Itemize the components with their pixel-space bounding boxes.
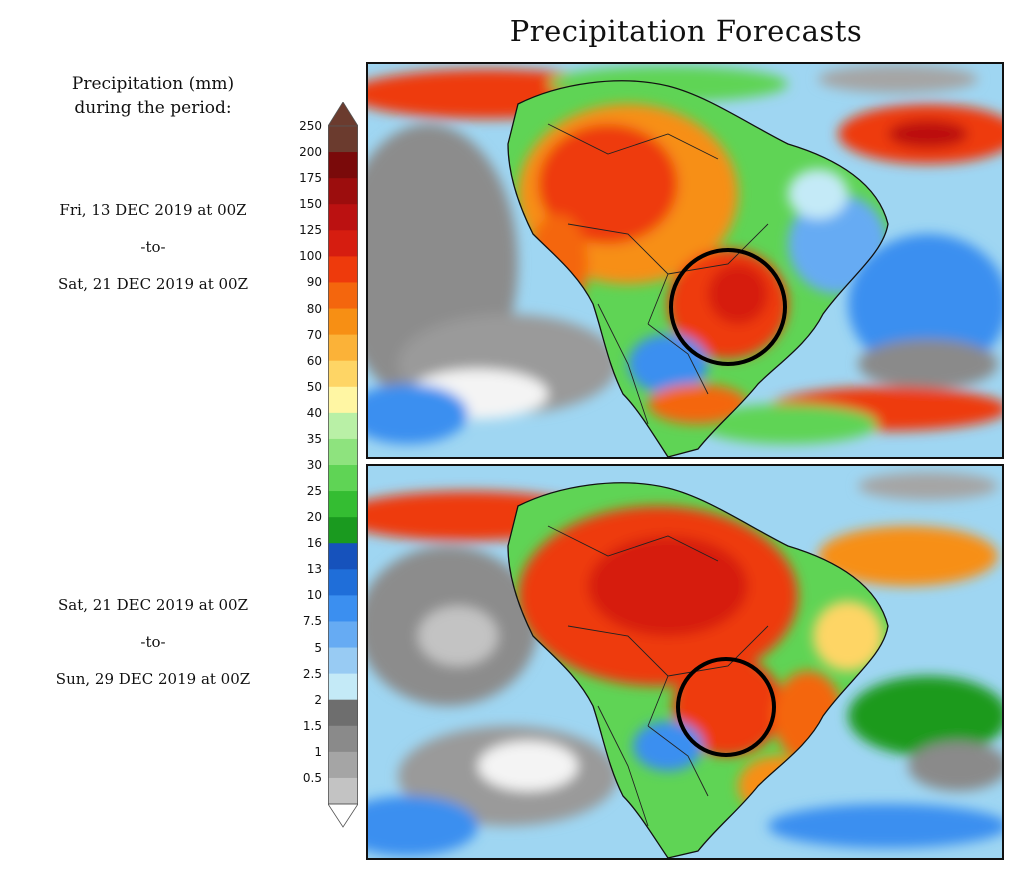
map-week2-image [368,466,1002,858]
colorbar-tick-label: 10 [306,588,322,603]
colorbar-segment [328,647,358,675]
colorbar-segment [328,204,358,231]
colorbar-segment [328,725,358,753]
colorbar-tick-label: 0.5 [302,770,322,785]
colorbar-segment [328,621,358,649]
colorbar-segment [328,569,358,596]
colorbar-segment [328,751,358,779]
colorbar-tick-label: 1.5 [302,718,322,733]
colorbar-segment [328,334,358,362]
colorbar-tick-label: 16 [306,536,322,551]
colorbar-segment [328,386,358,414]
colorbar-segment [328,699,358,727]
period-1: Fri, 13 DEC 2019 at 00Z -to- Sat, 21 DEC… [20,192,286,303]
colorbar-segment [328,543,358,570]
colorbar-tick-label: 40 [306,405,322,420]
colorbar-tick-label: 2.5 [302,666,322,681]
legend-heading-line2: during the period: [74,98,232,118]
map-week2-highlight-circle [676,657,776,757]
colorbar-segment [328,360,358,388]
colorbar-segment [328,308,358,336]
colorbar-cap-top [328,102,358,127]
colorbar-segment [328,256,358,283]
period-2-start: Sat, 21 DEC 2019 at 00Z [57,596,249,614]
colorbar-tick-label: 100 [299,249,322,264]
legend-heading: Precipitation (mm) during the period: [30,72,276,120]
colorbar-tick-label: 200 [299,145,322,160]
period-1-end: Sat, 21 DEC 2019 at 00Z [57,275,249,293]
legend-heading-line1: Precipitation (mm) [71,74,235,94]
colorbar-tick-label: 250 [299,119,322,133]
colorbar-tick-label: 2 [314,692,322,707]
colorbar-tick-label: 20 [306,510,322,525]
colorbar-tick-label: 35 [306,431,322,446]
colorbar-tick-label: 30 [306,458,322,472]
period-2: Sat, 21 DEC 2019 at 00Z -to- Sun, 29 DEC… [20,587,286,698]
colorbar-tick-label: 7.5 [302,614,322,629]
colorbar-segment [328,491,358,518]
colorbar-tick-label: 25 [306,484,322,499]
colorbar-tick-label: 175 [299,171,322,186]
colorbar-segment [328,673,358,701]
map-panel-week2 [366,464,1004,860]
map-panel-week1 [366,62,1004,459]
colorbar-tick-label: 150 [299,197,322,212]
colorbar-tick-label: 1 [314,744,322,759]
colorbar-tick-label: 80 [306,301,322,316]
colorbar-tick-label: 90 [306,275,322,290]
colorbar-segment [328,152,358,179]
colorbar-tick-label: 125 [299,223,322,238]
chart-title: Precipitation Forecasts [509,14,863,48]
colorbar-tick-label: 70 [306,327,322,342]
period-2-separator: -to- [140,633,166,651]
map-week1-highlight-circle [669,248,787,366]
colorbar-cap-bottom [328,803,358,828]
period-1-start: Fri, 13 DEC 2019 at 00Z [59,201,247,219]
precipitation-colorbar [328,102,358,828]
map-week1-image [368,64,1002,457]
colorbar-segment [328,126,358,153]
colorbar-tick-label: 50 [306,379,322,394]
colorbar-tick-label: 13 [306,562,322,577]
colorbar-segment [328,517,358,544]
colorbar-tick-label: 60 [306,353,322,368]
colorbar-segment [328,777,358,805]
period-2-end: Sun, 29 DEC 2019 at 00Z [55,670,251,688]
period-1-separator: -to- [140,238,166,256]
colorbar-segment [328,438,358,466]
colorbar-segment [328,282,358,310]
colorbar-segment [328,412,358,440]
colorbar-segment [328,595,358,622]
colorbar-segment [328,230,358,257]
colorbar-segment [328,465,358,492]
colorbar-segment [328,178,358,205]
colorbar-tick-label: 5 [314,640,322,655]
